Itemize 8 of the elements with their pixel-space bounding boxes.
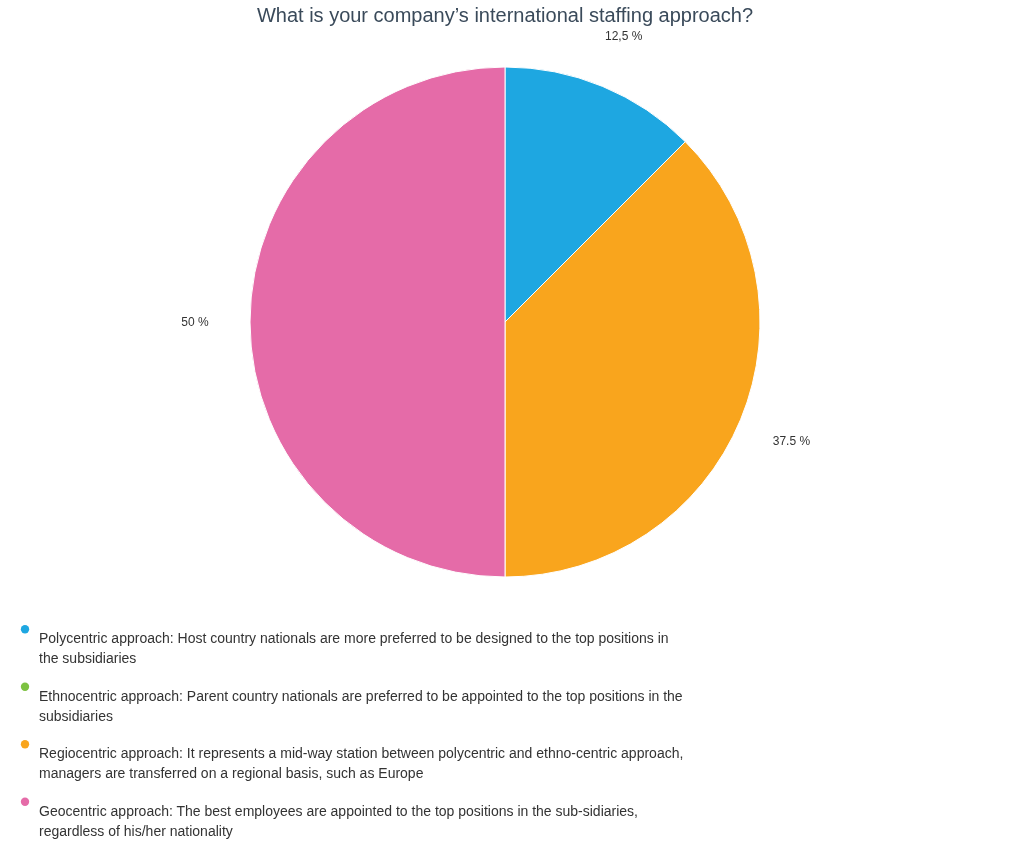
data-label: 12,5 % <box>604 28 643 43</box>
chart-title: What is your company’s international staffing approach? <box>256 3 754 26</box>
legend-label: Regiocentric approach: It represents a mid-way station between polycentric and ethno-centric approach, managers are transferred on a regional basis, such as Europe <box>39 745 684 782</box>
legend-label: Ethnocentric approach: Parent country nationals are preferred to be appointed to the top positions in the subsidiaries <box>39 687 683 724</box>
data-label: 37.5 % <box>772 433 811 448</box>
data-label: 50 % <box>181 315 209 329</box>
legend-label: Polycentric approach: Host country nationals are more preferred to be designed to the top positions in the subsidiaries <box>39 630 669 667</box>
legend-label: Geocentric approach: The best employees are appointed to the top positions in the sub-sidiaries, regardless of his/her nationality <box>39 802 638 839</box>
